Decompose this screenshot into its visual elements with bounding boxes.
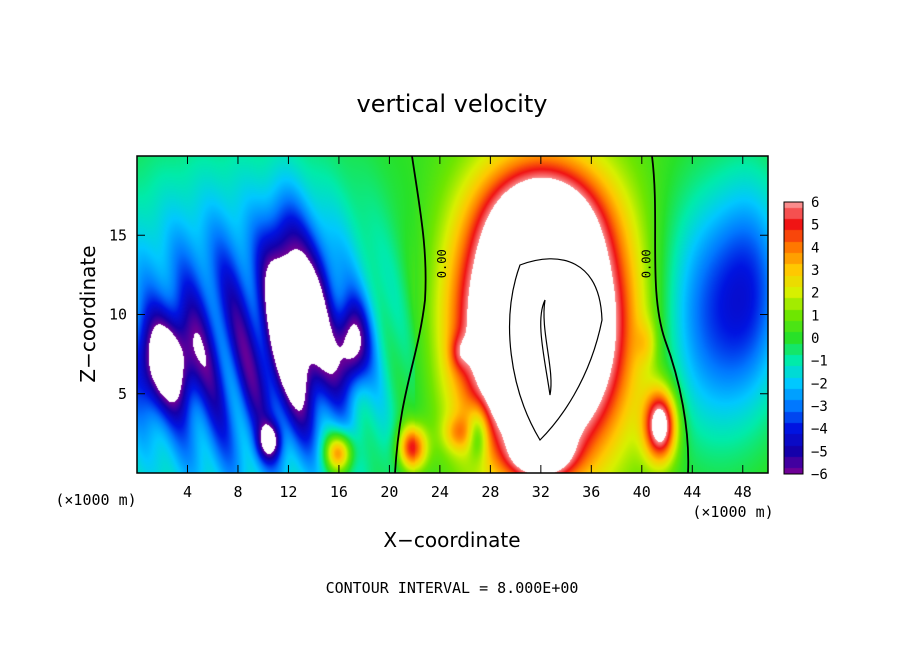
colorbar-tick-label: 1 bbox=[811, 308, 819, 324]
colorbar-tick-label: −5 bbox=[811, 444, 828, 460]
y-axis-label: Z−coordinate bbox=[76, 245, 100, 382]
x-tick-label: 12 bbox=[279, 483, 297, 501]
contour-interval-footer: CONTOUR INTERVAL = 8.000E+00 bbox=[326, 579, 579, 597]
contour-line bbox=[540, 299, 552, 396]
colorbar-tick-label: −4 bbox=[811, 422, 828, 438]
y-tick-label: 15 bbox=[109, 226, 127, 244]
contour-line bbox=[394, 155, 427, 474]
contour-line bbox=[508, 258, 603, 441]
zero-contour-lines: 0.00 0.00 bbox=[394, 155, 690, 474]
x-tick-label: 16 bbox=[330, 483, 348, 501]
colorbar: 6 5 4 3 2 1 0 −1 −2 −3 −4 −5 −6 bbox=[783, 195, 828, 483]
colorbar-tick-label: −2 bbox=[811, 376, 828, 392]
x-unit-right: (×1000 m) bbox=[692, 503, 773, 521]
chart-title: vertical velocity bbox=[357, 90, 548, 118]
colorbar-tick-label: 6 bbox=[811, 195, 819, 211]
colorbar-tick-label: −1 bbox=[811, 354, 828, 370]
colorbar-tick-label: 3 bbox=[811, 263, 819, 279]
velocity-field-canvas bbox=[137, 156, 768, 473]
y-tick-label: 5 bbox=[118, 385, 127, 403]
x-tick-label: 24 bbox=[431, 483, 449, 501]
x-tick-label: 36 bbox=[582, 483, 600, 501]
colorbar-frame bbox=[783, 201, 804, 475]
x-tick-label: 44 bbox=[683, 483, 701, 501]
contour-line bbox=[651, 155, 690, 474]
x-tick-label: 28 bbox=[481, 483, 499, 501]
colorbar-tick-label: 4 bbox=[811, 240, 819, 256]
x-axis-label: X−coordinate bbox=[383, 528, 520, 552]
colorbar-tick-label: −6 bbox=[811, 467, 828, 483]
contour-label: 0.00 bbox=[435, 249, 449, 278]
x-tick-label: 32 bbox=[532, 483, 550, 501]
plot-area: 0.00 0.00 bbox=[136, 155, 769, 474]
contour-label: 0.00 bbox=[640, 249, 654, 278]
colorbar-tick-label: −3 bbox=[811, 399, 828, 415]
x-tick-label: 40 bbox=[633, 483, 651, 501]
x-unit-left: (×1000 m) bbox=[55, 491, 136, 509]
x-tick-label: 8 bbox=[233, 483, 242, 501]
x-tick-label: 20 bbox=[380, 483, 398, 501]
colorbar-tick-label: 2 bbox=[811, 286, 819, 302]
y-tick-label: 10 bbox=[109, 306, 127, 324]
colorbar-tick-label: 0 bbox=[811, 331, 819, 347]
colorbar-tick-label: 5 bbox=[811, 218, 819, 234]
x-tick-label: 48 bbox=[734, 483, 752, 501]
y-axis-ticks: 5 10 15 bbox=[109, 226, 768, 403]
colorbar-tick-labels: 6 5 4 3 2 1 0 −1 −2 −3 −4 −5 −6 bbox=[811, 195, 828, 483]
x-tick-label: 4 bbox=[183, 483, 192, 501]
x-axis-ticks: 4 8 12 16 20 24 28 32 36 40 44 48 bbox=[183, 156, 752, 501]
colorbar-canvas bbox=[784, 202, 803, 474]
